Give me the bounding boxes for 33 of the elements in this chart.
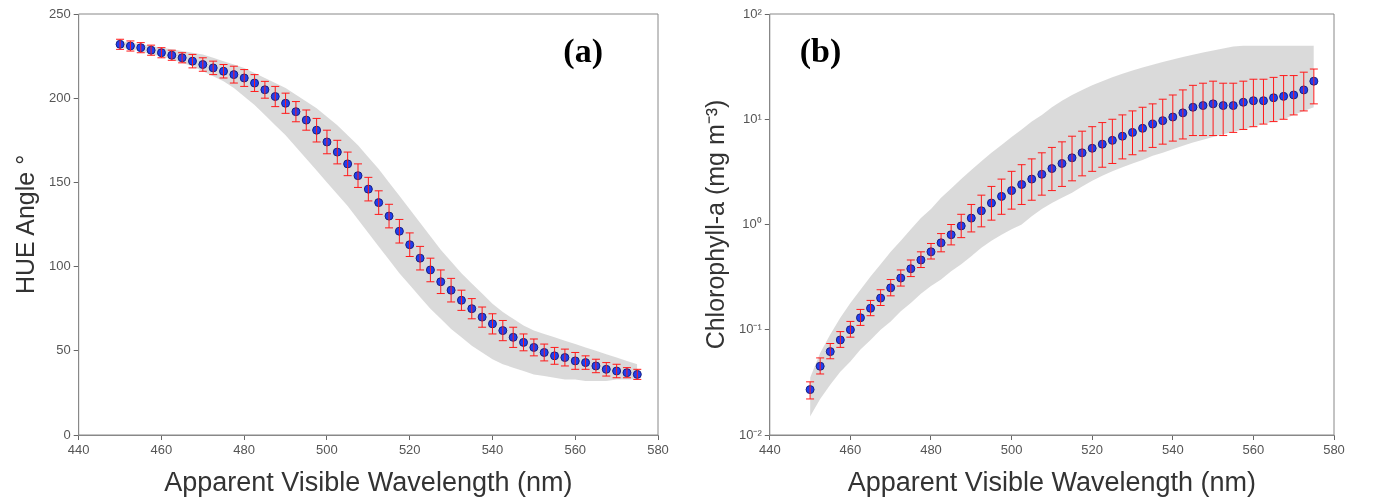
y-tick-label: 10⁻²: [738, 426, 763, 442]
x-axis-title: Apparent Visible Wavelength (nm): [847, 467, 1256, 498]
y-tick-label: 200: [48, 89, 71, 105]
y-tick-label: 50: [56, 342, 71, 358]
x-tick-label: 500: [316, 442, 338, 458]
x-tick-label: 480: [233, 442, 256, 458]
y-axis-title: HUE Angle °: [10, 154, 39, 295]
annotation: (b): [799, 31, 842, 70]
y-tick-label: 250: [48, 5, 71, 21]
y-tick-label: 100: [48, 258, 71, 274]
x-tick-label: 460: [839, 442, 862, 458]
x-tick-label: 500: [1000, 442, 1023, 458]
y-axis-title: Chlorophyll-a (mg m⁻³): [700, 99, 729, 350]
x-tick-label: 540: [481, 442, 504, 458]
annotation: (a): [563, 31, 603, 70]
y-tick-label: 10⁻¹: [738, 321, 763, 337]
x-tick-label: 480: [920, 442, 942, 458]
y-tick-label: 10⁰: [742, 216, 762, 232]
x-tick-label: 520: [398, 442, 421, 458]
x-tick-label: 560: [564, 442, 587, 458]
y-tick-label: 10¹: [742, 110, 763, 126]
x-tick-label: 560: [1242, 442, 1265, 458]
x-tick-label: 580: [1323, 442, 1345, 458]
y-tick-label: 0: [63, 426, 71, 442]
x-tick-label: 440: [758, 442, 781, 458]
x-axis-title: Apparent Visible Wavelength (nm): [164, 467, 573, 498]
x-tick-label: 460: [150, 442, 173, 458]
x-tick-label: 440: [67, 442, 90, 458]
x-tick-label: 580: [647, 442, 669, 458]
y-tick-label: 150: [48, 173, 71, 189]
y-tick-label: 10²: [742, 5, 763, 21]
x-tick-label: 540: [1161, 442, 1184, 458]
x-tick-label: 520: [1081, 442, 1104, 458]
